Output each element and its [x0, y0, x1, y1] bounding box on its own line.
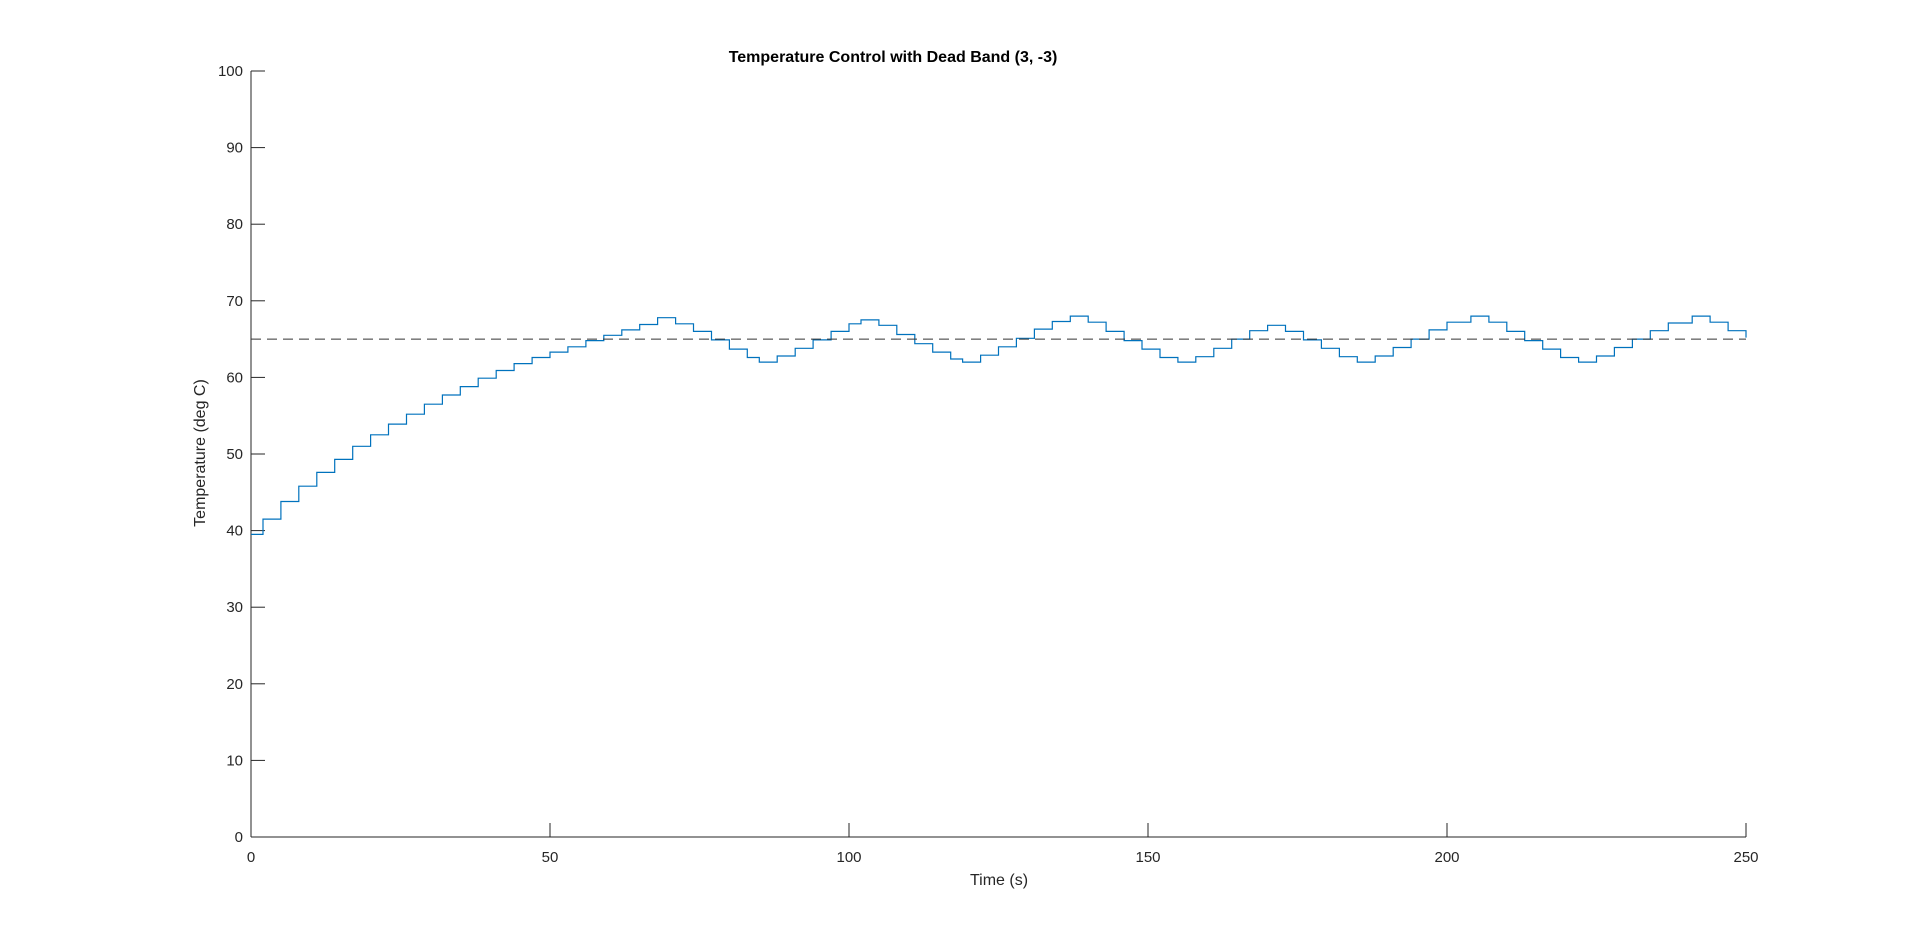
y-tick-label: 20: [226, 676, 243, 693]
y-tick-label: 90: [226, 140, 243, 157]
tick-labels: 0 50 100 150 200 250 0 10 20 30 40 50 60 70 80 90 100: [218, 63, 1759, 866]
chart-title: Temperature Control with Dead Band (3, -…: [729, 49, 1058, 66]
x-tick-label: 200: [1434, 849, 1459, 866]
plot-series: [251, 315, 1747, 535]
axes: [250, 70, 1747, 838]
x-tick-label: 50: [542, 849, 559, 866]
y-tick-label: 40: [226, 523, 243, 540]
y-tick-label: 60: [226, 369, 243, 386]
x-tick-label: 100: [836, 849, 861, 866]
y-axis-label: Temperature (deg C): [192, 379, 209, 527]
y-tick-label: 0: [235, 829, 243, 846]
y-tick-label: 50: [226, 446, 243, 463]
x-axis-label: Time (s): [970, 872, 1028, 889]
y-tick-label: 10: [226, 752, 243, 769]
y-tick-label: 80: [226, 216, 243, 233]
y-tick-label: 70: [226, 293, 243, 310]
temperature-series-line: [251, 315, 1747, 535]
x-tick-label: 250: [1733, 849, 1758, 866]
y-tick-label: 100: [218, 63, 243, 80]
x-tick-label: 150: [1135, 849, 1160, 866]
x-tick-label: 0: [247, 849, 255, 866]
y-tick-label: 30: [226, 599, 243, 616]
